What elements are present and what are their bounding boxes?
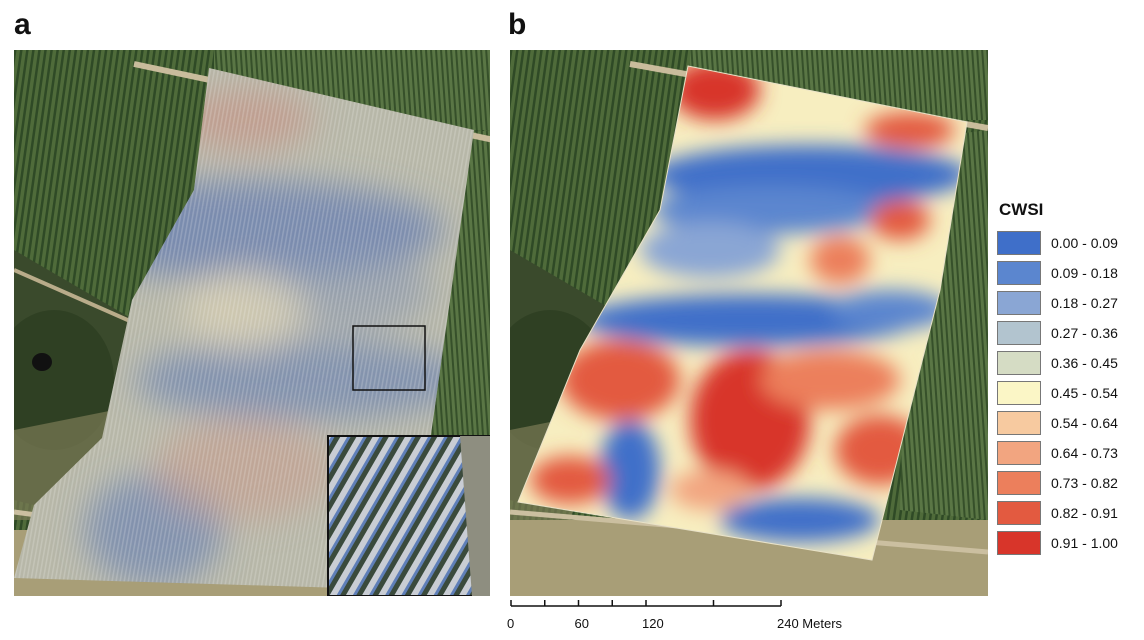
legend-item: 0.09 - 0.18 bbox=[997, 258, 1137, 288]
legend-item: 0.27 - 0.36 bbox=[997, 318, 1137, 348]
legend-swatch bbox=[997, 381, 1041, 405]
legend-label: 0.64 - 0.73 bbox=[1051, 445, 1118, 461]
aerial-image bbox=[14, 50, 490, 596]
cwsi-map-panel bbox=[510, 50, 988, 596]
legend-label: 0.82 - 0.91 bbox=[1051, 505, 1118, 521]
legend-item: 0.64 - 0.73 bbox=[997, 438, 1137, 468]
scale-bar-label: 240 Meters bbox=[777, 616, 843, 631]
legend-label: 0.73 - 0.82 bbox=[1051, 475, 1118, 491]
legend-item: 0.36 - 0.45 bbox=[997, 348, 1137, 378]
legend-item: 0.73 - 0.82 bbox=[997, 468, 1137, 498]
cwsi-map bbox=[510, 50, 988, 596]
legend-label: 0.45 - 0.54 bbox=[1051, 385, 1118, 401]
legend-swatch bbox=[997, 531, 1041, 555]
legend-swatch bbox=[997, 411, 1041, 435]
scale-bar-label: 120 bbox=[642, 616, 664, 631]
legend-swatch bbox=[997, 291, 1041, 315]
scale-bar: 0 60 120 240 Meters bbox=[507, 600, 843, 631]
legend-item: 0.18 - 0.27 bbox=[997, 288, 1137, 318]
legend-label: 0.36 - 0.45 bbox=[1051, 355, 1118, 371]
legend-label: 0.18 - 0.27 bbox=[1051, 295, 1118, 311]
panel-b-label: b bbox=[508, 8, 527, 41]
legend-item: 0.00 - 0.09 bbox=[997, 228, 1137, 258]
legend-label: 0.00 - 0.09 bbox=[1051, 235, 1118, 251]
legend-item: 0.82 - 0.91 bbox=[997, 498, 1137, 528]
legend-label: 0.09 - 0.18 bbox=[1051, 265, 1118, 281]
legend-swatch bbox=[997, 471, 1041, 495]
aerial-image-panel bbox=[14, 50, 490, 596]
legend-label: 0.54 - 0.64 bbox=[1051, 415, 1118, 431]
legend-item: 0.45 - 0.54 bbox=[997, 378, 1137, 408]
legend-item: 0.91 - 1.00 bbox=[997, 528, 1137, 558]
scale-bar-label: 60 bbox=[575, 616, 589, 631]
legend-swatch bbox=[997, 351, 1041, 375]
legend-swatch bbox=[997, 261, 1041, 285]
panel-a-label: a bbox=[14, 8, 31, 41]
legend-swatch bbox=[997, 441, 1041, 465]
legend-item: 0.54 - 0.64 bbox=[997, 408, 1137, 438]
legend-swatch bbox=[997, 231, 1041, 255]
legend-label: 0.27 - 0.36 bbox=[1051, 325, 1118, 341]
legend-items: 0.00 - 0.09 0.09 - 0.18 0.18 - 0.27 0.27 - … bbox=[997, 228, 1137, 558]
legend-title: CWSI bbox=[999, 200, 1044, 219]
cwsi-legend: CWSI 0.00 - 0.09 0.09 - 0.18 0.18 - 0.27 0.… bbox=[997, 200, 1137, 558]
legend-swatch bbox=[997, 501, 1041, 525]
scale-bar-label: 0 bbox=[507, 616, 514, 631]
legend-label: 0.91 - 1.00 bbox=[1051, 535, 1118, 551]
legend-swatch bbox=[997, 321, 1041, 345]
